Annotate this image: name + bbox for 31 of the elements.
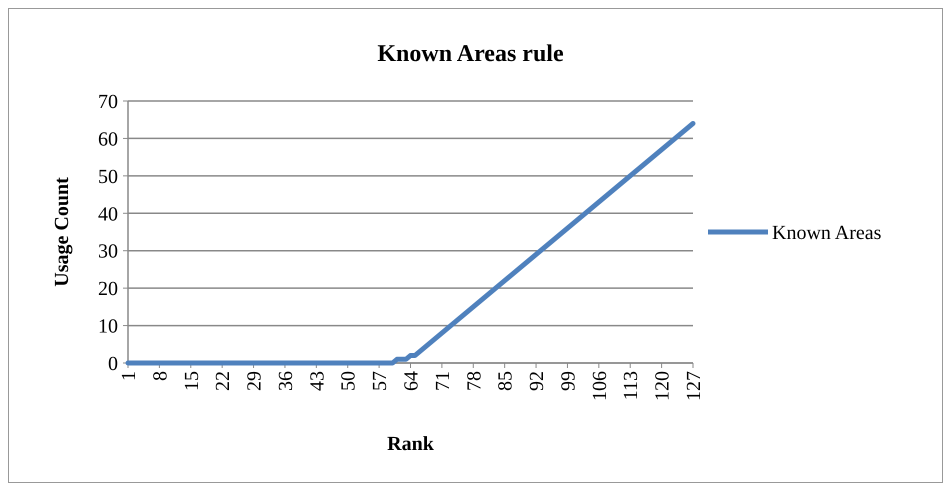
y-tick-label: 70 <box>98 91 118 113</box>
x-tick-label: 8 <box>149 371 172 381</box>
x-tick-label: 43 <box>306 371 328 391</box>
chart-title: Known Areas rule <box>377 41 564 67</box>
y-tick-label: 10 <box>98 316 118 338</box>
x-tick-label: 120 <box>652 371 674 401</box>
y-tick-label: 50 <box>98 166 118 188</box>
x-tick-label: 99 <box>557 371 580 391</box>
x-tick-label: 50 <box>338 371 360 391</box>
y-tick-label: 20 <box>98 278 118 300</box>
y-tick-label: 40 <box>98 203 118 226</box>
y-tick-label: 60 <box>98 128 118 150</box>
x-tick-label: 64 <box>400 371 422 391</box>
y-tick-label: 0 <box>108 353 118 375</box>
x-tick-label: 71 <box>432 371 454 391</box>
x-tick-label: 106 <box>588 371 611 401</box>
x-tick-label: 113 <box>620 371 642 400</box>
x-tick-label: 85 <box>494 371 517 391</box>
y-axis-title: Usage Count <box>51 176 73 287</box>
x-tick-label: 29 <box>244 371 266 391</box>
x-tick-label: 57 <box>369 371 392 391</box>
x-tick-label: 127 <box>683 371 705 401</box>
legend-label: Known Areas <box>772 222 882 244</box>
x-tick-label: 1 <box>118 371 140 381</box>
x-tick-label: 15 <box>180 371 203 391</box>
x-tick-label: 22 <box>212 371 234 391</box>
x-tick-label: 92 <box>526 371 548 391</box>
y-tick-label: 30 <box>98 240 118 263</box>
x-tick-label: 36 <box>274 371 297 391</box>
x-tick-label: 78 <box>463 371 486 391</box>
x-axis-title: Rank <box>387 433 435 455</box>
